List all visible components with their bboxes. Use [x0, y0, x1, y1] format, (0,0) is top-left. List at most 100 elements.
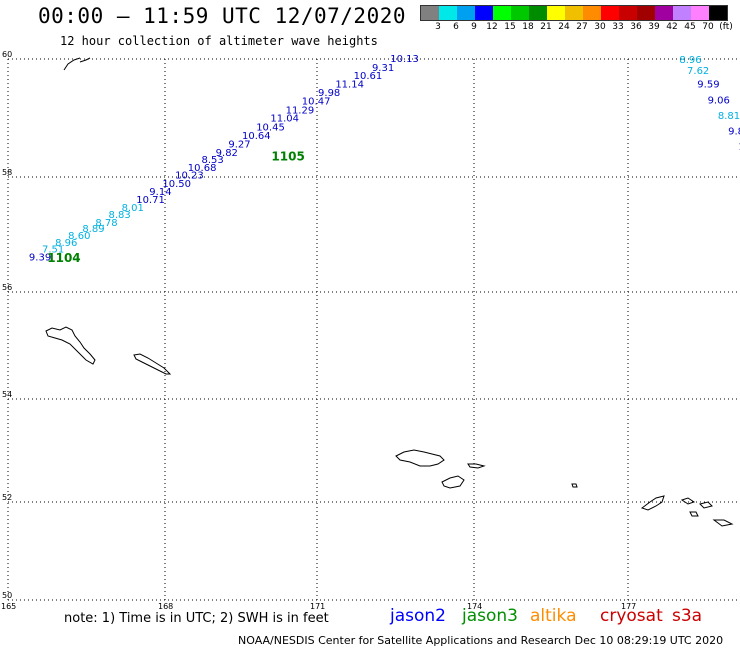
coastlines [45, 57, 734, 527]
swh-value-label: 8.89 [82, 224, 104, 235]
lon-tick-label: 177 [621, 602, 636, 611]
colorbar-label: 3 [435, 22, 441, 32]
colorbar-label: 30 [594, 22, 606, 32]
lat-tick-label: 56 [2, 283, 12, 292]
swh-value-label: 10.13 [738, 142, 740, 153]
map-subtitle: 12 hour collection of altimeter wave hei… [60, 34, 378, 48]
colorbar-swatch [601, 6, 619, 20]
swh-value-label: 9.31 [372, 63, 394, 74]
colorbar-label: 15 [504, 22, 516, 32]
colorbar-swatch [439, 6, 457, 20]
colorbar-label: 21 [540, 22, 552, 32]
swh-value-label: 8.81 [718, 111, 740, 122]
swh-value-label: 8.83 [108, 210, 130, 221]
footnote: note: 1) Time is in UTC; 2) SWH is in fe… [64, 611, 329, 626]
track-id-label: 1105 [271, 149, 304, 163]
colorbar-label: 70 [702, 22, 714, 32]
swh-value-label: 10.68 [188, 163, 217, 174]
colorbar-swatch [673, 6, 691, 20]
colorbar-label: 39 [648, 22, 660, 32]
colorbar-swatch [547, 6, 565, 20]
swh-value-label: 9.89 [728, 127, 740, 138]
colorbar-label: (ft) [719, 22, 733, 32]
swh-value-label: 8.01 [122, 203, 144, 214]
track-id-label: 1104 [47, 251, 80, 265]
swh-value-label: 10.45 [256, 122, 285, 133]
swh-value-label: 10.50 [162, 179, 191, 190]
lon-tick-label: 165 [1, 602, 16, 611]
swh-value-label: 10.64 [242, 131, 271, 142]
swh-value-label: 8.96 [55, 238, 77, 249]
swh-value-label: 8.96 [679, 55, 701, 66]
colorbar-label: 36 [630, 22, 642, 32]
swh-value-label: 7.62 [687, 66, 709, 77]
coastline-medny-island [133, 353, 172, 375]
colorbar-swatch [583, 6, 601, 20]
colorbar-label: 27 [576, 22, 588, 32]
colorbar-label: 45 [684, 22, 696, 32]
lon-tick-label: 171 [310, 602, 325, 611]
coastline-rat-islands-3 [689, 511, 734, 527]
colorbar-swatch [709, 6, 727, 20]
colorbar-swatch [421, 6, 439, 20]
lon-tick-label: 174 [467, 602, 482, 611]
colorbar-swatch [655, 6, 673, 20]
lon-tick-label: 168 [158, 602, 173, 611]
coastline-attu-island [395, 449, 445, 467]
swh-value-label: 11.29 [286, 105, 315, 116]
colorbar-label: 42 [666, 22, 678, 32]
coastline-north [63, 57, 91, 71]
colorbar-label: 18 [522, 22, 534, 32]
coastline-rat-islands-2 [680, 497, 713, 509]
colorbar-swatch [565, 6, 583, 20]
colorbar-label: 12 [486, 22, 498, 32]
coastline-rat-islands [640, 495, 665, 511]
map-title: 00:00 – 11:59 UTC 12/07/2020 [38, 4, 407, 28]
colorbar-swatch [475, 6, 493, 20]
colorbar-swatch [511, 6, 529, 20]
swh-value-label: 10.61 [354, 71, 383, 82]
swh-value-label: 9.27 [228, 140, 250, 151]
swh-value-label: 10.47 [302, 96, 331, 107]
swh-value-label: 9.06 [708, 95, 730, 106]
legend-cryosat: cryosat [600, 606, 663, 626]
legend-jason2: jason2 [390, 606, 446, 626]
colorbar-swatch [619, 6, 637, 20]
track-data: 9.397.518.968.608.898.788.838.0110.719.1… [29, 54, 740, 265]
colorbar-label: 33 [612, 22, 624, 32]
lat-tick-label: 58 [2, 168, 12, 177]
colorbar-swatch [493, 6, 511, 20]
legend-s3a: s3a [672, 606, 703, 626]
colorbar-label: 24 [558, 22, 570, 32]
swh-value-label: 11.14 [335, 79, 364, 90]
swh-value-label: 8.78 [95, 218, 117, 229]
swh-value-label: 8.60 [68, 231, 90, 242]
colorbar-labels: 3 6 9 12 15 18 21 24 27 30 33 36 39 42 45 70 (ft) [420, 22, 740, 34]
coastline-semichi-islands [467, 463, 486, 469]
legend-altika: altika [530, 606, 577, 626]
swh-value-label: 11.04 [270, 114, 299, 125]
swh-value-label: 7.51 [42, 244, 64, 255]
coastline-small-island [571, 483, 578, 488]
colorbar-label: 6 [453, 22, 459, 32]
lat-tick-label: 50 [2, 591, 12, 600]
swh-value-label: 10.23 [175, 171, 204, 182]
lat-tick-label: 60 [2, 50, 12, 59]
swh-value-label: 9.39 [29, 252, 51, 263]
swh-value-label: 9.82 [216, 148, 238, 159]
lat-tick-label: 52 [2, 493, 12, 502]
swh-value-label: 9.14 [149, 187, 171, 198]
colorbar-swatch [691, 6, 709, 20]
colorbar-swatch [637, 6, 655, 20]
wave-height-colorbar [420, 5, 728, 21]
credit-line: NOAA/NESDIS Center for Satellite Applica… [238, 634, 724, 647]
swh-value-label: 8.53 [201, 155, 223, 166]
lat-lon-grid: 60 58 56 54 52 50 165 168 171 174 177 [1, 50, 740, 611]
lat-tick-label: 54 [2, 390, 12, 399]
swh-value-label: 10.13 [390, 54, 419, 65]
coastline-commander-islands [45, 326, 96, 365]
legend-jason3: jason3 [462, 606, 518, 626]
colorbar-label: 9 [471, 22, 477, 32]
colorbar-swatch [457, 6, 475, 20]
